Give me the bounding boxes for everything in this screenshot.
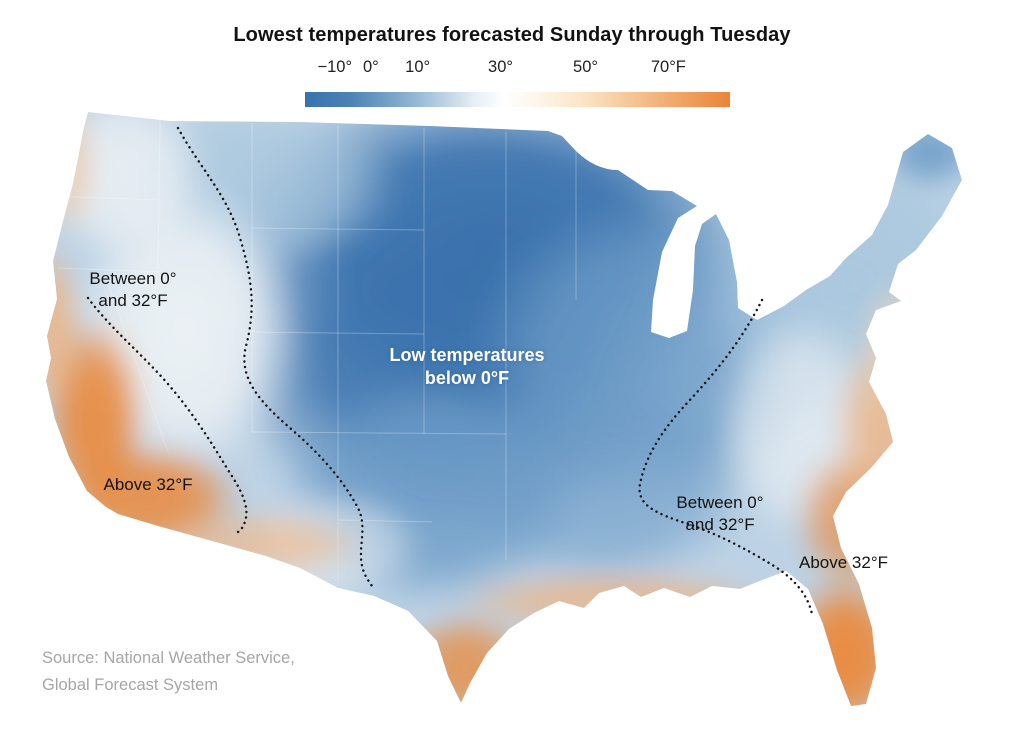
legend-tick-0: 0°: [362, 58, 379, 76]
annotation-east-above-32: Above 32°F: [786, 552, 901, 574]
source-attribution: Source: National Weather Service, Global…: [42, 645, 295, 699]
source-line-2: Global Forecast System: [42, 676, 219, 695]
annotation-west-above-32: Above 32°F: [78, 474, 218, 496]
temperature-legend: −10° 0° 10° 30° 50° 70°F: [305, 58, 730, 110]
annotation-line: Low temperatures: [389, 345, 545, 365]
legend-tick-50: 50°: [573, 58, 598, 76]
annotation-line: and 32°F: [685, 515, 755, 535]
freezing-contours: [86, 126, 814, 616]
legend-tick-labels: −10° 0° 10° 30° 50° 70°F: [305, 58, 730, 80]
annotation-line: below 0°F: [424, 368, 510, 389]
dotted-contour-west-interior: [176, 126, 376, 591]
source-line-1: Source: National Weather Service,: [42, 649, 295, 667]
legend-tick-10: 10°: [405, 58, 431, 76]
annotation-low-temps-below-0: Low temperatures below 0°F: [362, 344, 572, 391]
us-map-clipped-area: [46, 112, 962, 706]
annotation-east-between-0-32: Between 0° and 32°F: [655, 492, 785, 536]
legend-gradient-bar: [305, 92, 730, 107]
temperature-field: [46, 112, 962, 706]
dotted-contour-west-coast: [86, 296, 248, 536]
annotation-line: and 32°F: [98, 291, 168, 311]
annotation-line: Between 0°: [89, 269, 177, 288]
legend-tick-minus10: −10°: [317, 58, 353, 76]
annotation-line: Between 0°: [676, 493, 764, 512]
dotted-contour-east: [638, 298, 814, 616]
legend-tick-70f: 70°F: [650, 58, 686, 76]
legend-tick-30: 30°: [488, 58, 513, 76]
annotation-line: Above 32°F: [103, 475, 193, 494]
chart-title: Lowest temperatures forecasted Sunday th…: [233, 24, 791, 46]
annotation-line: Above 32°F: [798, 553, 889, 572]
state-borders: [47, 120, 577, 586]
annotation-west-between-0-32: Between 0° and 32°F: [53, 268, 213, 312]
